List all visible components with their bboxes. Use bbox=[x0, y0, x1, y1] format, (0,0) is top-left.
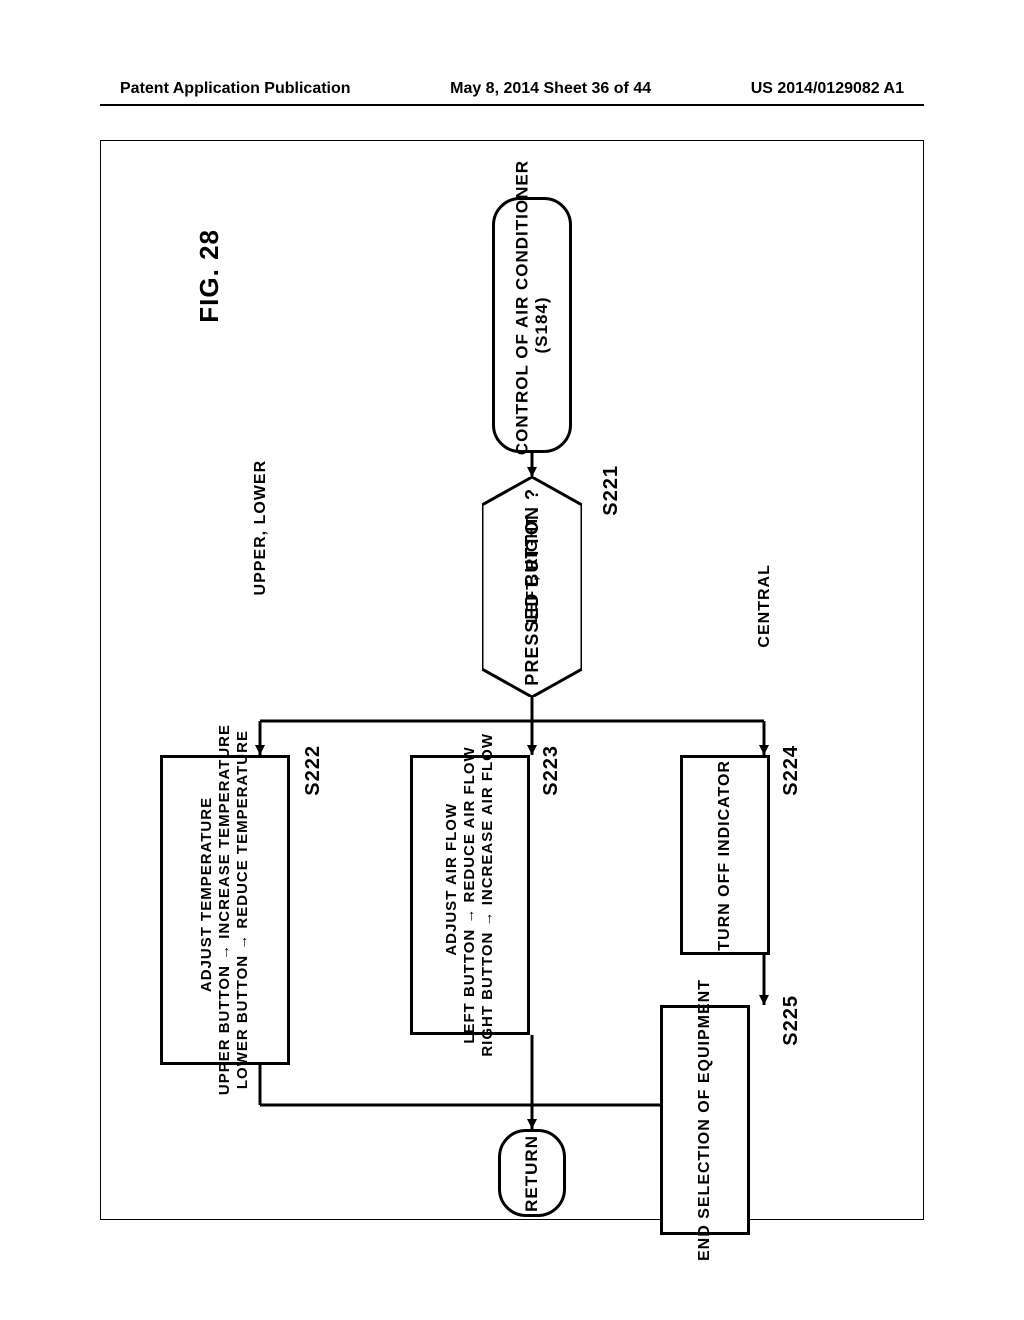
header-rule bbox=[100, 104, 924, 106]
s223-title: ADJUST AIR FLOW bbox=[443, 803, 460, 956]
s222-title: ADJUST TEMPERATURE bbox=[198, 797, 215, 992]
flowchart: FIG. 28 CONTROL OF AIR CONDITIONER (S184… bbox=[140, 165, 884, 1185]
header-center: May 8, 2014 Sheet 36 of 44 bbox=[450, 80, 651, 98]
decision-label: PRESSED BUTTON ? bbox=[522, 488, 543, 686]
header-left: Patent Application Publication bbox=[120, 80, 351, 98]
branch-label-upper-lower: UPPER, LOWER bbox=[252, 460, 270, 596]
page-header: Patent Application Publication May 8, 20… bbox=[0, 80, 1024, 98]
step-s223: S223 bbox=[540, 745, 563, 796]
terminal-start: CONTROL OF AIR CONDITIONER (S184) bbox=[492, 197, 572, 453]
s222-line-a: UPPER BUTTON → INCREASE TEMPERATURE bbox=[216, 724, 233, 1095]
process-s225-end-selection: END SELECTION OF EQUIPMENT bbox=[660, 1005, 750, 1235]
figure-label: FIG. 28 bbox=[194, 229, 225, 323]
start-line2: (S184) bbox=[532, 297, 551, 354]
s223-line-a: LEFT BUTTON → REDUCE AIR FLOW bbox=[461, 746, 478, 1043]
s224-text: TURN OFF INDICATOR bbox=[716, 760, 734, 951]
terminal-return: RETURN bbox=[498, 1129, 566, 1217]
step-s222: S222 bbox=[302, 745, 325, 796]
s222-line-b: LOWER BUTTON → REDUCE TEMPERATURE bbox=[234, 730, 251, 1089]
s223-line-b: RIGHT BUTTON → INCREASE AIR FLOW bbox=[479, 733, 496, 1057]
step-s221: S221 bbox=[600, 465, 623, 516]
step-s225: S225 bbox=[780, 995, 803, 1046]
return-label: RETURN bbox=[522, 1135, 542, 1212]
step-s224: S224 bbox=[780, 745, 803, 796]
process-s222-adjust-temperature: ADJUST TEMPERATURE UPPER BUTTON → INCREA… bbox=[160, 755, 290, 1065]
process-s223-adjust-airflow: ADJUST AIR FLOW LEFT BUTTON → REDUCE AIR… bbox=[410, 755, 530, 1035]
branch-label-central: CENTRAL bbox=[756, 564, 774, 647]
s225-text: END SELECTION OF EQUIPMENT bbox=[696, 979, 714, 1261]
header-right: US 2014/0129082 A1 bbox=[751, 80, 904, 98]
process-s224-turn-off-indicator: TURN OFF INDICATOR bbox=[680, 755, 770, 955]
start-line1: CONTROL OF AIR CONDITIONER bbox=[512, 160, 531, 455]
decision-pressed-button: PRESSED BUTTON ? bbox=[482, 477, 582, 697]
